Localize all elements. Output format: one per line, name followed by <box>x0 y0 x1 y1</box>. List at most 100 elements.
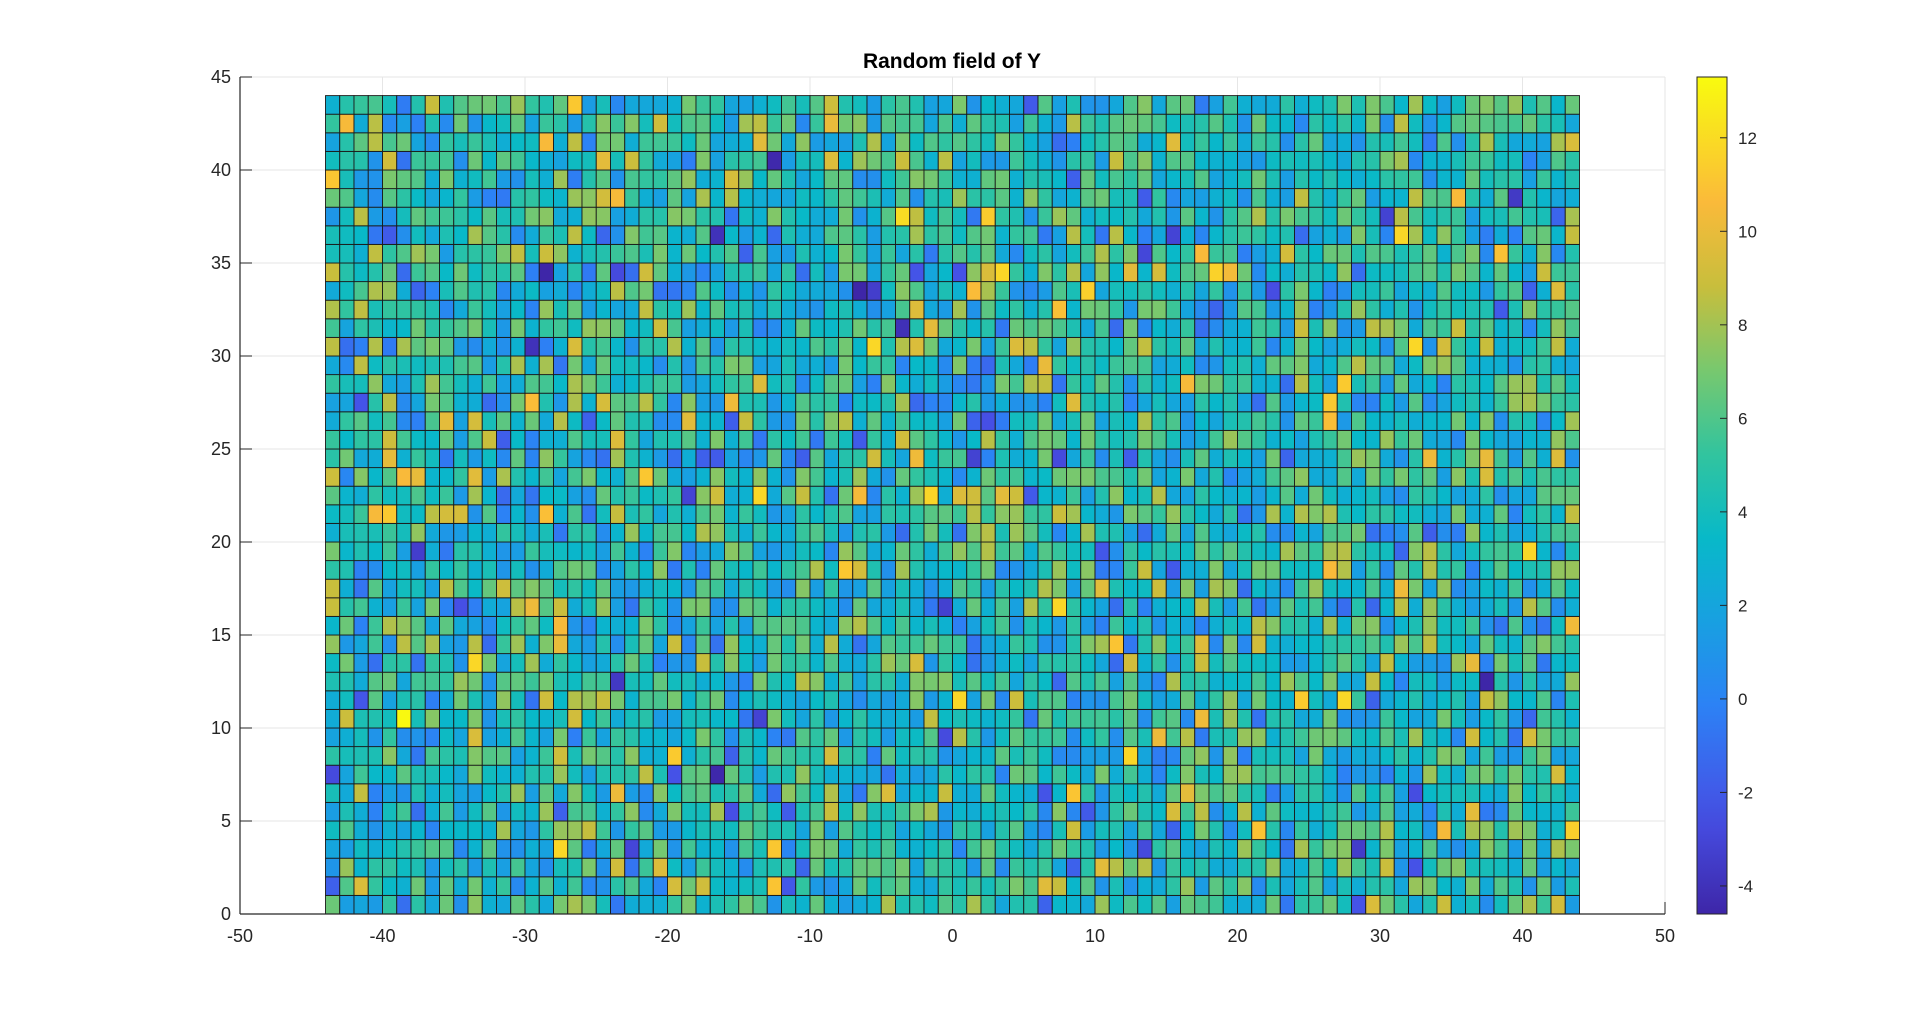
heatmap-cell <box>966 504 982 524</box>
heatmap-cell <box>1479 485 1495 506</box>
heatmap-cell <box>453 839 469 859</box>
heatmap-cell <box>1564 485 1580 506</box>
heatmap-cell <box>1322 671 1338 692</box>
heatmap-cell <box>1522 746 1538 766</box>
heatmap-cell <box>980 839 996 859</box>
heatmap-cell <box>367 597 383 617</box>
heatmap-cell <box>1051 206 1067 227</box>
heatmap-cell <box>994 299 1010 320</box>
heatmap-cell <box>1351 411 1367 431</box>
heatmap-cell <box>367 355 383 376</box>
heatmap-cell <box>952 392 968 413</box>
heatmap-cell <box>1151 206 1167 227</box>
heatmap-cell <box>1465 150 1481 171</box>
heatmap-cell <box>1564 113 1580 134</box>
heatmap-cell <box>481 485 497 506</box>
heatmap-cell <box>496 299 512 320</box>
heatmap-cell <box>738 150 754 171</box>
heatmap-cell <box>852 188 868 208</box>
heatmap-cell <box>1322 690 1338 710</box>
heatmap-cell <box>1550 783 1566 803</box>
heatmap-cell <box>838 150 854 171</box>
heatmap-cell <box>1393 690 1409 710</box>
heatmap-cell <box>1436 597 1452 617</box>
heatmap-cell <box>994 188 1010 208</box>
heatmap-cell <box>1251 708 1267 729</box>
heatmap-cell <box>396 504 412 524</box>
heatmap-cell <box>852 894 868 915</box>
heatmap-cell <box>410 894 426 915</box>
heatmap-cell <box>367 876 383 896</box>
heatmap-cell <box>695 690 711 710</box>
heatmap-cell <box>1507 132 1523 152</box>
heatmap-cell <box>866 801 882 822</box>
heatmap-cell <box>424 429 440 450</box>
heatmap-cell <box>866 150 882 171</box>
heatmap-cell <box>823 708 839 729</box>
heatmap-cell <box>410 467 426 487</box>
heatmap-cell <box>1507 708 1523 729</box>
heatmap-cell <box>1365 95 1381 115</box>
heatmap-cell <box>510 355 526 376</box>
heatmap-cell <box>1222 262 1238 283</box>
heatmap-cell <box>1251 262 1267 283</box>
heatmap-cell <box>610 113 626 134</box>
heatmap-cell <box>909 801 925 822</box>
heatmap-cell <box>909 243 925 264</box>
heatmap-cell <box>1037 411 1053 431</box>
heatmap-cell <box>382 894 398 915</box>
heatmap-cell <box>1379 764 1395 785</box>
heatmap-cell <box>1151 578 1167 599</box>
colorbar-tick-label: 6 <box>1738 409 1747 428</box>
heatmap-cell <box>681 746 697 766</box>
heatmap-cell <box>367 578 383 599</box>
heatmap-cell <box>695 504 711 524</box>
heatmap-cell <box>1322 653 1338 673</box>
heatmap-cell <box>1208 281 1224 301</box>
heatmap-cell <box>1294 336 1310 357</box>
heatmap-cell <box>724 876 740 896</box>
heatmap-cell <box>453 467 469 487</box>
heatmap-cell <box>1564 522 1580 543</box>
heatmap-cell <box>353 504 369 524</box>
heatmap-cell <box>638 801 654 822</box>
heatmap-cell <box>994 243 1010 264</box>
heatmap-cell <box>667 653 683 673</box>
heatmap-cell <box>424 857 440 878</box>
heatmap-cell <box>396 746 412 766</box>
heatmap-cell <box>1507 764 1523 785</box>
heatmap-cell <box>1208 578 1224 599</box>
heatmap-cell <box>1408 597 1424 617</box>
heatmap-cell <box>1294 318 1310 338</box>
heatmap-cell <box>610 820 626 841</box>
heatmap-cell <box>1536 467 1552 487</box>
heatmap-cell <box>966 560 982 580</box>
heatmap-cell <box>553 374 569 394</box>
colorbar-tick-label: 10 <box>1738 222 1757 241</box>
heatmap-cell <box>1507 318 1523 338</box>
heatmap-cell <box>1379 392 1395 413</box>
heatmap-cell <box>1094 522 1110 543</box>
heatmap-cell <box>424 876 440 896</box>
heatmap-cell <box>980 560 996 580</box>
heatmap-cell <box>610 504 626 524</box>
heatmap-cell <box>1180 467 1196 487</box>
heatmap-cell <box>880 392 896 413</box>
heatmap-cell <box>1493 727 1509 748</box>
heatmap-cell <box>1351 876 1367 896</box>
heatmap-cell <box>581 113 597 134</box>
heatmap-cell <box>1279 113 1295 134</box>
heatmap-cell <box>467 894 483 915</box>
heatmap-cell <box>1322 708 1338 729</box>
heatmap-cell <box>1450 783 1466 803</box>
heatmap-cell <box>610 467 626 487</box>
heatmap-cell <box>553 504 569 524</box>
heatmap-cell <box>1379 113 1395 134</box>
heatmap-cell <box>553 336 569 357</box>
heatmap-cell <box>610 634 626 655</box>
heatmap-cell <box>966 318 982 338</box>
heatmap-cell <box>1379 522 1395 543</box>
heatmap-cell <box>367 429 383 450</box>
heatmap-cell <box>795 541 811 562</box>
heatmap-cell <box>1180 150 1196 171</box>
